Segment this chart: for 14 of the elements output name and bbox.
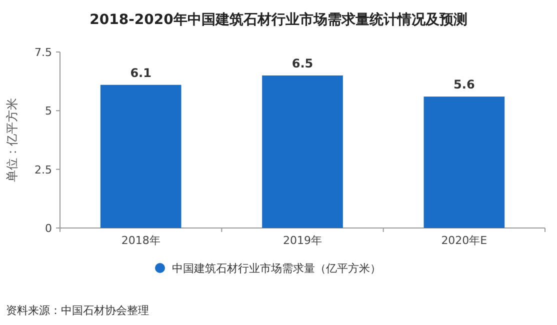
y-tick-label: 0: [45, 222, 52, 235]
y-tick-label: 7.5: [34, 46, 52, 59]
legend-label: 中国建筑石材行业市场需求量（亿平方米）: [172, 262, 381, 275]
x-tick-label: 2019年: [283, 234, 322, 247]
x-tick-label: 2020年E: [441, 234, 488, 247]
data-label: 6.1: [130, 66, 152, 80]
text: 资料来源：中国石材协会整理: [6, 304, 149, 317]
data-label: 5.6: [454, 78, 475, 92]
data-label: 6.5: [292, 56, 314, 70]
x-tick-label: 2018年: [121, 234, 160, 247]
chart-title: 2018-2020年中国建筑石材行业市场需求量统计情况及预测: [90, 11, 468, 28]
y-tick-label: 5: [45, 104, 52, 118]
y-tick-label: 2.5: [34, 163, 52, 176]
y-axis-title: 单位：亿平方米: [5, 98, 19, 182]
